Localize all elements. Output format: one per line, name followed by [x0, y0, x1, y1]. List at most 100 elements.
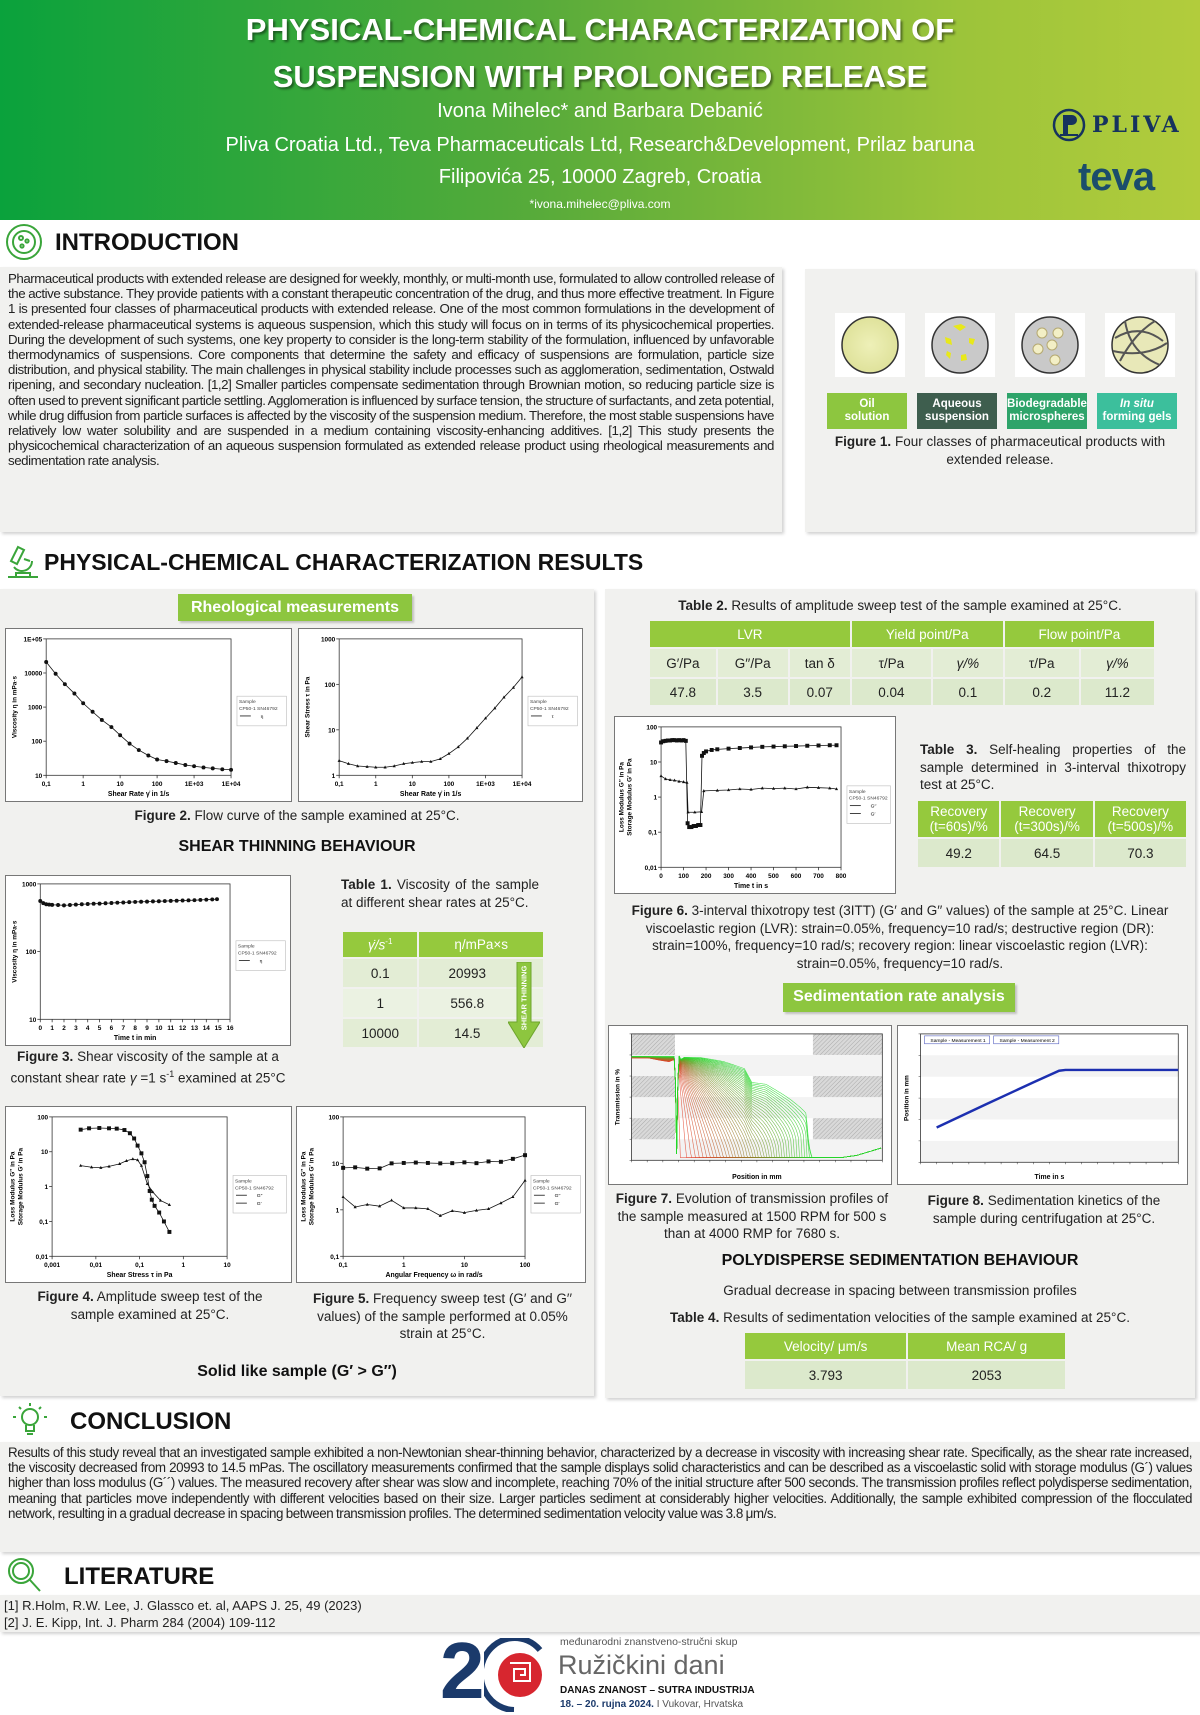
x-tick-label: 1	[81, 781, 85, 788]
data-point	[127, 741, 132, 746]
x-tick-label: 13	[191, 1025, 199, 1032]
data-point	[502, 695, 506, 699]
x-tick-label: 1	[402, 1262, 406, 1269]
x-axis-label: Shear Stress τ in Pa	[107, 1272, 173, 1279]
data-point	[109, 725, 114, 730]
data-point	[210, 897, 215, 902]
x-tick-label: 10	[224, 1262, 232, 1269]
x-tick-label: 300	[723, 873, 734, 880]
legend-label: G′	[871, 812, 876, 818]
plot-frame	[51, 1116, 228, 1257]
data-point	[90, 709, 95, 714]
data-point	[99, 717, 104, 722]
series-line	[342, 1180, 526, 1217]
literature-heading: LITERATURE	[64, 1563, 215, 1590]
data-point	[150, 899, 155, 904]
y-axis-label: Shear Stress τ in Pa	[305, 676, 312, 737]
poster-header: PHYSICAL-CHEMICAL CHARACTERIZATION OF SU…	[0, 0, 1200, 220]
data-point	[794, 787, 798, 791]
data-point	[693, 824, 698, 828]
table-4-sedimentation: Velocity/ μm/s Mean RCA/ g 3.793 2053	[742, 1331, 1067, 1391]
data-point	[229, 767, 234, 772]
legend	[236, 695, 287, 727]
y-tick-label: 0,01	[36, 1254, 49, 1261]
figure-7-caption: Figure 7. Evolution of transmission prof…	[615, 1191, 889, 1241]
shear-thinning-arrow: SHEAR THINNING	[507, 961, 541, 1049]
y-tick-label: 10000	[24, 670, 42, 677]
data-point	[131, 1157, 135, 1161]
x-tick-label: 4	[86, 1025, 90, 1032]
data-point	[374, 765, 378, 769]
data-point	[760, 744, 765, 749]
x-tick-label: 1E+04	[513, 781, 532, 788]
logo-number: 2	[440, 1626, 485, 1715]
data-point	[378, 1204, 382, 1208]
data-point	[79, 1163, 83, 1167]
figure-5-frequency-sweep-chart: 0,1 1 10 100 0,1 1 10 100 Angular Frequency ω in…	[296, 1106, 586, 1283]
data-point	[702, 789, 706, 793]
legend-entry	[924, 1035, 990, 1045]
x-tick-label: 8	[133, 1025, 137, 1032]
data-point	[749, 787, 753, 791]
data-point	[816, 743, 821, 748]
y-tick-label: 0,01	[645, 865, 658, 872]
data-point	[180, 898, 185, 903]
data-point	[149, 1197, 154, 1202]
x-tick-label: 10	[409, 781, 417, 788]
plot-frame	[342, 1116, 526, 1257]
data-point	[402, 761, 406, 765]
x-tick-label: 100	[678, 873, 689, 880]
x-tick-label: 3	[74, 1025, 78, 1032]
data-point	[429, 759, 433, 763]
teva-logo: teva	[1078, 155, 1155, 199]
data-point	[97, 901, 102, 906]
x-tick-label: 1	[182, 1262, 186, 1269]
data-point	[426, 1207, 430, 1211]
data-point	[683, 738, 688, 743]
title-line-2: SUSPENSION WITH PROLONGED RELEASE	[272, 59, 928, 94]
data-point	[156, 899, 161, 904]
data-point	[738, 787, 742, 791]
legend-title: CP50-1 SN46792	[530, 706, 569, 712]
table-row: 0.1 20993	[340, 957, 545, 989]
y-axis-label: Viscosity η in mPa·s	[12, 676, 19, 739]
x-tick-label: 11	[167, 1025, 174, 1032]
data-point	[794, 744, 799, 749]
x-tick-label: 1E+04	[222, 781, 241, 788]
data-point	[67, 903, 72, 907]
figure-4-caption: Figure 4. Amplitude sweep test of the sa…	[37, 1289, 263, 1322]
authors: Ivona Mihelec* and Barbara Debanić	[437, 100, 763, 122]
data-point	[483, 716, 488, 720]
series-line	[80, 1158, 170, 1206]
legend-title: CP50-1 SN46792	[849, 796, 888, 802]
data-point	[701, 751, 706, 756]
data-point	[392, 764, 396, 768]
x-tick-label: 0	[38, 1025, 42, 1032]
data-point	[425, 1160, 430, 1165]
data-point	[456, 745, 460, 749]
data-point	[663, 738, 668, 743]
y-axis-label: Loss Modulus G′′ in Pa	[301, 1151, 308, 1221]
y-axis-label: Loss Modulus G′′ in Pa	[10, 1151, 17, 1221]
data-point	[103, 901, 108, 906]
solid-like-sample-note: Solid like sample (G′ > G′′)	[197, 1363, 397, 1380]
figure-1-panel: Oil solution Aqueous suspension Biodegrada…	[805, 269, 1195, 532]
x-tick-label: 600	[791, 873, 802, 880]
data-point	[771, 744, 776, 749]
data-point	[118, 733, 123, 738]
data-point	[681, 738, 686, 743]
x-tick-label: 1E+03	[185, 781, 204, 788]
x-tick-label: 0,1	[335, 781, 344, 788]
data-point	[420, 759, 424, 763]
data-point	[44, 660, 49, 664]
pliva-emblem-icon	[1052, 108, 1086, 142]
data-point	[91, 901, 96, 906]
data-point	[410, 760, 414, 764]
figure-8-caption: Figure 8. Sedimentation kinetics of the …	[927, 1193, 1161, 1226]
data-point	[114, 1126, 119, 1131]
figure-2a-viscosity-chart: 0,1 1 10 100 1E+03 1E+04 10 100 1000 10000 1E+05 Sh…	[5, 628, 292, 802]
legend	[530, 1175, 581, 1214]
data-point	[672, 738, 677, 743]
legend	[232, 1175, 287, 1214]
x-tick-label: 100	[444, 781, 455, 788]
